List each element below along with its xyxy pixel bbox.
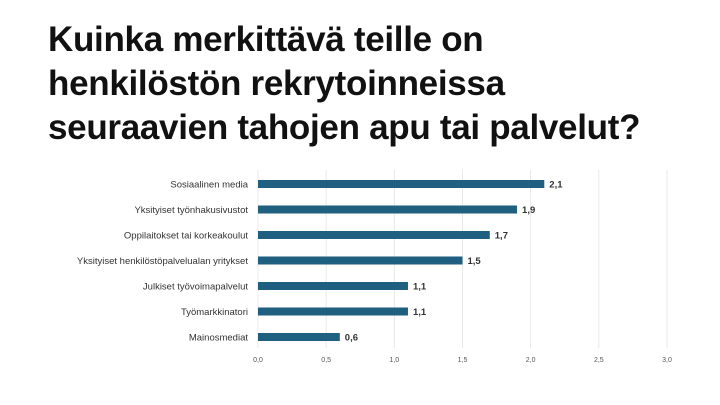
chart-value-labels: 2,1 1,9 1,7 1,5 1,1 1,1 0,6 <box>345 180 563 344</box>
bar-5 <box>258 307 408 316</box>
value-label-4: 1,1 <box>413 282 427 293</box>
chart-category-labels: Sosiaalinen media Yksityiset työnhakusivu… <box>77 179 249 343</box>
x-tick-label-5: 2,5 <box>594 357 604 364</box>
value-label-5: 1,1 <box>413 307 427 318</box>
value-label-2: 1,7 <box>495 231 508 242</box>
category-label-1: Yksityiset työnhakusivustot <box>134 205 248 216</box>
slide-title-line-2: henkilöstön rekrytoinneissa <box>48 64 505 103</box>
value-label-1: 1,9 <box>522 205 535 216</box>
category-label-3: Yksityiset henkilöstöpalvelualan yrityks… <box>77 256 248 267</box>
slide-title-line-3: seuraavien tahojen apu tai palvelut? <box>48 108 641 147</box>
x-tick-label-6: 3,0 <box>662 357 672 364</box>
chart-bars <box>258 180 545 341</box>
x-tick-label-3: 1,5 <box>458 357 468 364</box>
value-label-0: 2,1 <box>549 180 563 191</box>
x-tick-label-2: 1,0 <box>389 357 399 364</box>
bar-2 <box>258 231 490 239</box>
x-tick-label-4: 2,0 <box>526 357 536 364</box>
x-tick-label-0: 0,0 <box>253 357 263 364</box>
x-tick-label-1: 0,5 <box>321 357 331 364</box>
category-label-0: Sosiaalinen media <box>170 179 248 190</box>
chart-x-axis-ticks: 0,0 0,5 1,0 1,5 2,0 2,5 3,0 <box>253 357 672 364</box>
value-label-3: 1,5 <box>468 256 482 267</box>
slide-title-line-1: Kuinka merkittävä teille on <box>48 20 484 59</box>
slide-title: Kuinka merkittävä teille on henkilöstön … <box>48 18 708 150</box>
category-label-2: Oppilaitokset tai korkeakoulut <box>124 230 248 241</box>
bar-1 <box>258 205 518 214</box>
bar-3 <box>258 256 463 265</box>
category-label-6: Mainosmediat <box>189 332 248 343</box>
category-label-5: Työmarkkinatori <box>181 307 248 318</box>
bar-4 <box>258 282 408 290</box>
value-label-6: 0,6 <box>345 333 358 344</box>
bar-6 <box>258 333 340 341</box>
bar-0 <box>258 180 545 188</box>
category-label-4: Julkiset työvoimapalvelut <box>143 281 248 292</box>
